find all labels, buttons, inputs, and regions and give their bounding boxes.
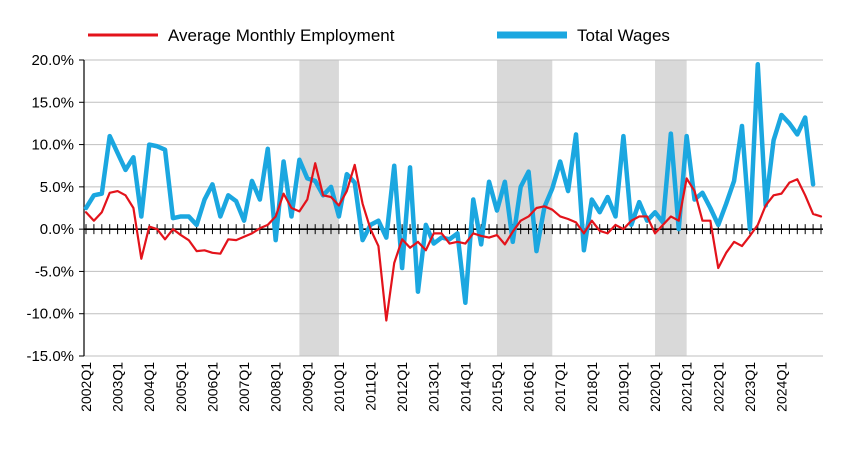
x-tick-label: 2021Q1 (679, 362, 695, 412)
x-tick-label: 2013Q1 (426, 362, 442, 412)
legend: Average Monthly Employment Total Wages (88, 26, 670, 45)
x-tick-label: 2012Q1 (394, 362, 410, 412)
x-tick-label: 2023Q1 (742, 362, 758, 412)
y-tick-label: -10.0% (26, 306, 74, 323)
x-tick-label: 2019Q1 (615, 362, 631, 412)
x-tick-label: 2008Q1 (268, 362, 284, 412)
series (83, 61, 823, 322)
x-tick-label: 2015Q1 (489, 362, 505, 412)
series-line-avg-monthly-employment (84, 162, 823, 322)
series-line-total-wages (83, 61, 816, 305)
x-tick-label: 2014Q1 (457, 362, 473, 412)
x-tick-label: 2009Q1 (299, 362, 315, 412)
x-tick-label: 2003Q1 (110, 362, 126, 412)
x-tick-label: 2007Q1 (236, 362, 252, 412)
x-tick-label: 2016Q1 (521, 362, 537, 412)
y-tick-label: 10.0% (31, 137, 74, 154)
y-tick-label: -15.0% (26, 348, 74, 365)
x-tick-label: 2002Q1 (78, 362, 94, 412)
x-tick-label: 2006Q1 (204, 362, 220, 412)
x-tick-labels: 2002Q1 2003Q1 2004Q1 2005Q1 2006Q1 2007Q1 2008… (78, 362, 789, 412)
x-tick-label: 2018Q1 (584, 362, 600, 412)
y-tick-label: -5.0% (35, 263, 74, 280)
y-tick-label: 0.0% (40, 221, 74, 238)
x-tick-label: 2024Q1 (773, 362, 789, 412)
y-tick-labels: 20.0% 15.0% 10.0% 5.0% 0.0% -5.0% -10.0% -15.0% (26, 52, 74, 365)
x-tick-label: 2017Q1 (552, 362, 568, 412)
legend-label: Average Monthly Employment (168, 26, 395, 45)
x-tick-label: 2022Q1 (710, 362, 726, 412)
x-tick-label: 2010Q1 (331, 362, 347, 412)
y-tick-label: 5.0% (40, 179, 74, 196)
y-tick-label: 20.0% (31, 52, 74, 69)
x-tick-label: 2005Q1 (173, 362, 189, 412)
legend-label: Total Wages (577, 26, 670, 45)
y-tick-label: 15.0% (31, 94, 74, 111)
x-tick-label: 2011Q1 (363, 362, 379, 411)
recession-band (299, 60, 339, 356)
x-tick-label: 2020Q1 (647, 362, 663, 412)
x-tick-label: 2004Q1 (141, 362, 157, 412)
gridlines (84, 59, 823, 357)
